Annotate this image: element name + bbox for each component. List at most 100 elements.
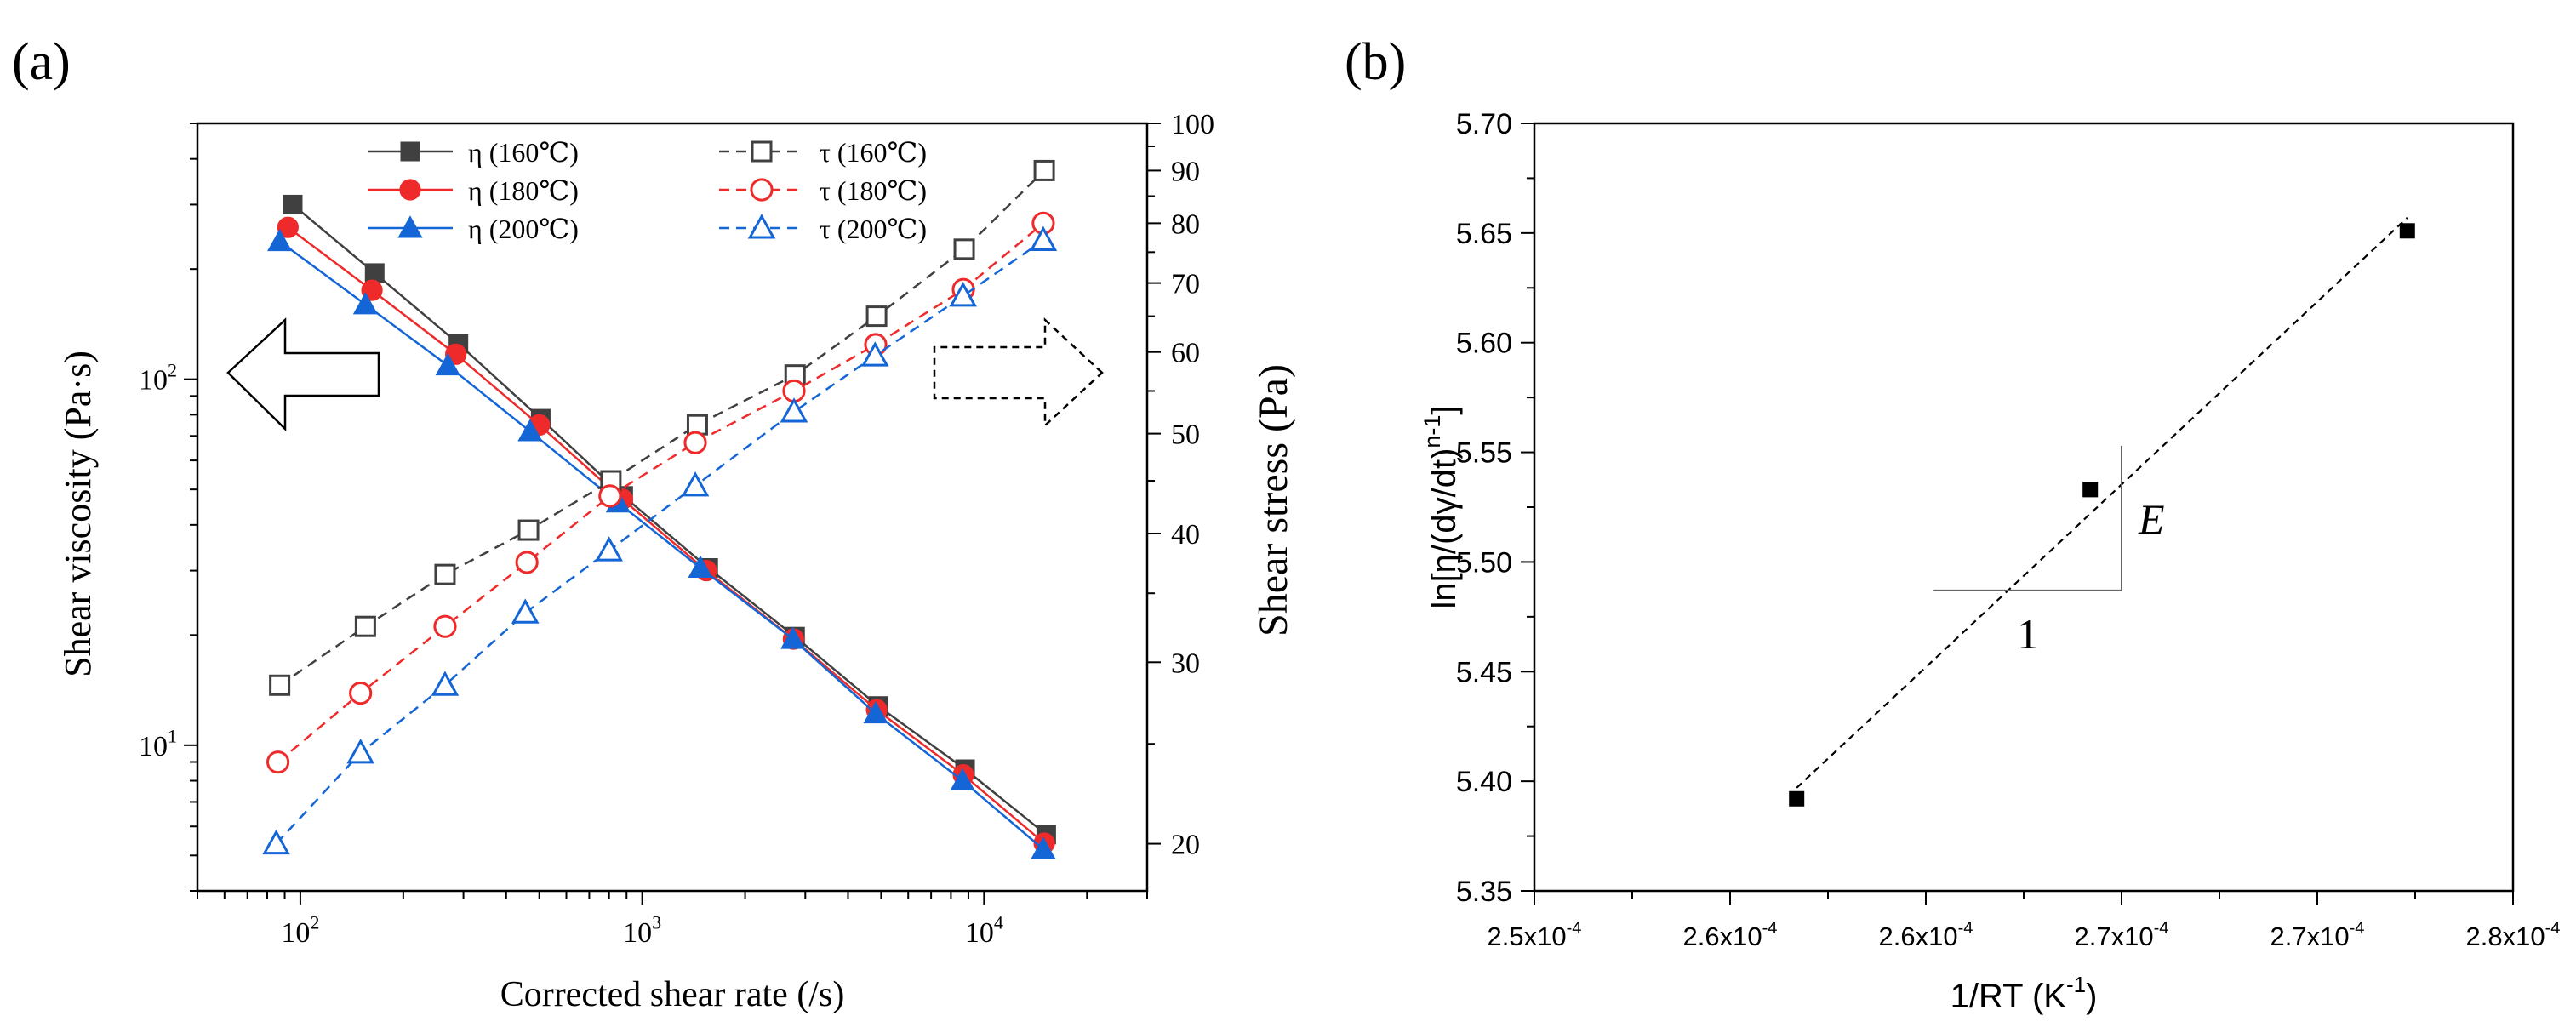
x-axis-label-b: 1/RT (K-1)	[1951, 972, 2098, 1015]
x-tick-label: 2.6x10-4	[1879, 919, 1973, 951]
legend-marker	[397, 215, 423, 238]
data-point	[683, 431, 707, 454]
data-point	[2399, 223, 2415, 239]
x-tick-label: 2.5x10-4	[1488, 919, 1582, 951]
y-tick-label: 5.55	[1456, 437, 1512, 470]
x-tick-label: 102	[281, 912, 319, 949]
y-tick-label: 5.65	[1456, 218, 1512, 250]
right-y-tick-label: 30	[1171, 648, 1200, 679]
data-point	[515, 551, 539, 574]
slope-triangle	[1933, 445, 2122, 591]
right-y-tick-label: 40	[1171, 519, 1200, 551]
slope-run-label: 1	[2017, 610, 2038, 658]
data-point	[433, 614, 457, 638]
y-tick-label: 5.40	[1456, 766, 1512, 798]
data-point	[434, 563, 456, 585]
legend-marker	[750, 178, 774, 202]
series-line	[275, 239, 1044, 845]
data-point	[269, 674, 291, 696]
data-point	[435, 352, 460, 376]
data-point	[2082, 482, 2099, 498]
left-arrow-annotation	[226, 317, 380, 431]
panel-label-a: (a)	[12, 33, 71, 91]
data-point	[267, 228, 293, 252]
data-point	[949, 282, 977, 307]
right-y-tick-label: 100	[1171, 109, 1214, 140]
left-y-tick-label: 101	[139, 726, 177, 762]
data-point	[517, 419, 543, 442]
legend-label: τ (160℃)	[820, 137, 927, 168]
series-line	[292, 203, 1048, 836]
legend-marker	[400, 141, 420, 162]
data-point	[277, 216, 299, 238]
plot-frame-b	[1533, 122, 2515, 893]
data-point	[346, 738, 374, 764]
data-point	[352, 292, 378, 315]
slope-rise-label: E	[2138, 495, 2165, 543]
right-arrow-annotation	[933, 317, 1104, 428]
plot-frame-a	[196, 122, 1149, 893]
data-point	[688, 555, 713, 578]
data-point	[1789, 790, 1805, 807]
y-tick-label: 5.35	[1456, 876, 1512, 908]
x-tick-label: 103	[623, 912, 661, 949]
x-tick-label: 2.6x10-4	[1683, 919, 1778, 951]
data-point	[262, 829, 290, 855]
data-point	[681, 471, 710, 497]
fit-line	[1796, 217, 2408, 789]
data-point	[780, 626, 806, 649]
x-tick-label: 2.8x10-4	[2466, 919, 2561, 951]
data-point	[517, 519, 540, 541]
legend-marker	[751, 140, 773, 163]
data-point	[1033, 159, 1055, 181]
x-tick-label: 104	[965, 912, 1003, 949]
data-point	[431, 671, 460, 696]
y-tick-label: 5.60	[1456, 328, 1512, 360]
legend-label: τ (200℃)	[820, 214, 927, 244]
data-point	[950, 768, 975, 791]
data-point	[511, 598, 540, 624]
x-tick-label: 2.7x10-4	[2075, 919, 2169, 951]
series-line	[277, 222, 1044, 763]
data-point	[953, 238, 975, 260]
data-point	[364, 263, 385, 283]
legend-marker	[399, 179, 421, 201]
data-point	[354, 615, 376, 637]
data-point	[283, 194, 303, 214]
data-point	[266, 750, 290, 774]
legend-label: η (160℃)	[468, 137, 579, 168]
data-point	[598, 484, 622, 508]
data-point	[349, 681, 373, 705]
right-y-tick-label: 50	[1171, 419, 1200, 451]
panel-a: (a) 102 103 104 Corrected shear rate (/s) 101…	[12, 33, 1296, 1014]
legend-marker	[747, 214, 776, 239]
data-point	[865, 305, 888, 328]
data-point	[863, 700, 888, 724]
series-line	[278, 169, 1045, 687]
legend-label: η (200℃)	[468, 214, 579, 244]
panel-label-b: (b)	[1345, 33, 1406, 91]
legend-label: τ (180℃)	[820, 175, 927, 206]
left-y-tick-label: 102	[139, 359, 177, 396]
left-y-axis-label: Shear viscosity (Pa·s)	[57, 351, 99, 677]
panel-b: (b) 2.5x10-4 2.6x10-4 2.6x10-4 2.7x10-4 2.7x1…	[1345, 33, 2561, 1015]
right-y-tick-label: 60	[1171, 338, 1200, 369]
x-axis-label-a: Corrected shear rate (/s)	[500, 975, 845, 1014]
y-tick-label: 5.45	[1456, 656, 1512, 688]
x-tick-label: 2.7x10-4	[2270, 919, 2365, 951]
data-point	[595, 536, 624, 562]
legend-label: η (180℃)	[468, 175, 579, 206]
data-point	[1031, 836, 1056, 859]
data-point	[1029, 225, 1058, 251]
right-y-tick-label: 90	[1171, 156, 1200, 187]
data-point	[860, 341, 889, 367]
right-y-tick-label: 80	[1171, 208, 1200, 240]
series-line	[287, 226, 1045, 844]
right-y-axis-label: Shear stress (Pa)	[1251, 364, 1296, 636]
right-y-tick-label: 70	[1171, 269, 1200, 300]
right-y-tick-label: 20	[1171, 830, 1200, 861]
data-point	[780, 397, 808, 423]
y-tick-label: 5.70	[1456, 108, 1512, 140]
series-line	[278, 240, 1044, 850]
